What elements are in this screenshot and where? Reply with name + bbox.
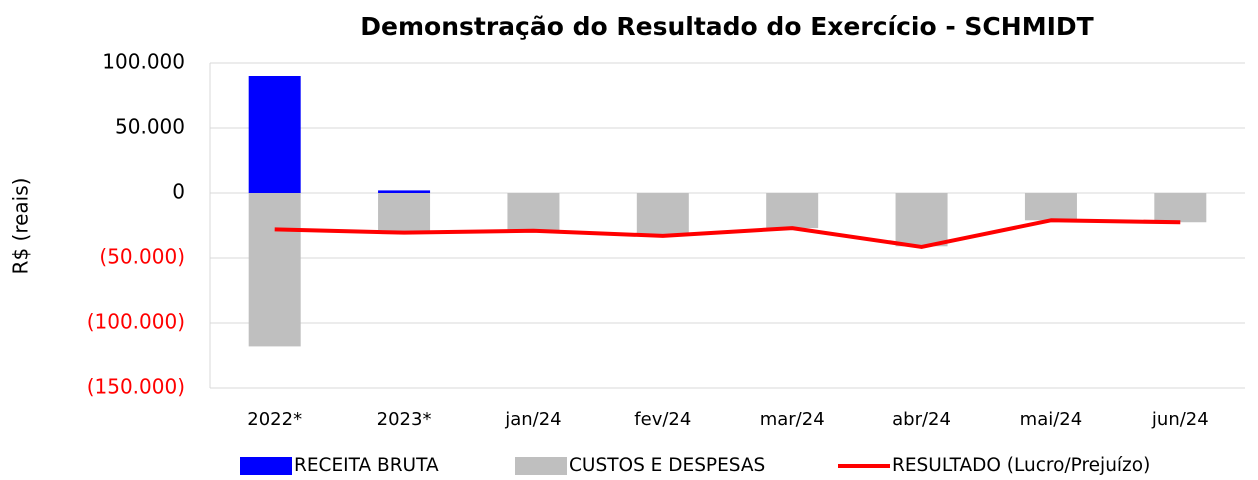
legend-swatch bbox=[515, 457, 567, 475]
y-tick-label: (100.000) bbox=[87, 310, 185, 334]
bar bbox=[766, 193, 819, 229]
bar bbox=[1154, 193, 1207, 223]
chart-title: Demonstração do Resultado do Exercício -… bbox=[360, 12, 1093, 41]
bar bbox=[507, 193, 560, 231]
result-line bbox=[274, 218, 1181, 249]
legend-label: RECEITA BRUTA bbox=[294, 455, 439, 476]
y-tick-label: (150.000) bbox=[87, 375, 185, 399]
x-tick-label: jan/24 bbox=[504, 409, 561, 430]
x-tick-label: jun/24 bbox=[1151, 409, 1209, 430]
y-tick-label: (50.000) bbox=[99, 245, 185, 269]
bar bbox=[895, 193, 948, 247]
bar bbox=[636, 193, 689, 236]
bar bbox=[248, 76, 301, 193]
legend-label: CUSTOS E DESPESAS bbox=[569, 455, 765, 476]
y-tick-label: 0 bbox=[172, 180, 185, 204]
x-tick-label: mar/24 bbox=[760, 409, 825, 430]
y-tick-label: 100.000 bbox=[102, 50, 185, 74]
legend-swatch bbox=[240, 457, 292, 475]
legend-label: RESULTADO (Lucro/Prejuízo) bbox=[892, 455, 1150, 476]
bar bbox=[378, 190, 431, 193]
y-tick-label: 50.000 bbox=[115, 115, 185, 139]
y-axis-label: R$ (reais) bbox=[9, 178, 33, 275]
x-tick-label: fev/24 bbox=[634, 409, 691, 430]
x-tick-label: 2022* bbox=[247, 409, 302, 430]
x-tick-label: abr/24 bbox=[892, 409, 951, 430]
x-tick-label: mai/24 bbox=[1020, 409, 1083, 430]
bar bbox=[378, 193, 431, 234]
x-tick-label: 2023* bbox=[377, 409, 432, 430]
bar bbox=[1024, 193, 1077, 221]
bar bbox=[248, 193, 301, 347]
